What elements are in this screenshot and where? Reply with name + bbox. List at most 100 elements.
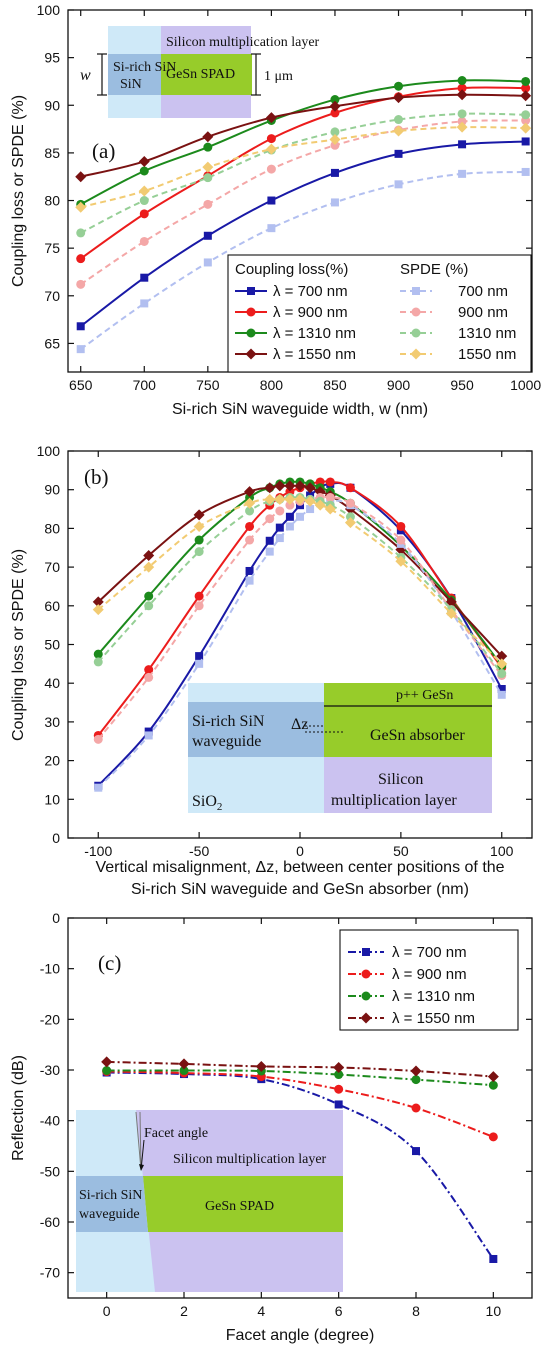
a-series-7 — [75, 121, 532, 213]
inset-b-mult-label-2: multiplication layer — [331, 792, 457, 809]
b-y-tick-label: 100 — [37, 443, 61, 459]
b-data-point — [304, 482, 316, 494]
a-data-point — [393, 92, 405, 104]
c-series-line — [106, 1071, 495, 1260]
a-data-point — [203, 173, 213, 183]
c-y-tick-label: -30 — [40, 1062, 60, 1078]
a-y-tick-label: 65 — [44, 335, 60, 351]
b-data-point — [245, 521, 255, 531]
a-y-tick-label: 95 — [44, 50, 60, 66]
a-y-tick-label: 70 — [44, 288, 60, 304]
b-x-axis-title-line2: Si-rich SiN waveguide and GeSn absorber … — [131, 881, 469, 898]
c-series-line — [106, 1060, 494, 1078]
a-legend-label: λ = 1310 nm — [273, 325, 356, 342]
a-series-0 — [76, 137, 530, 331]
b-data-point — [496, 658, 508, 670]
c-y-axis-title: Reflection (dB) — [10, 1055, 27, 1161]
c-legend-label: λ = 1550 nm — [392, 1010, 475, 1027]
a-data-point — [202, 131, 214, 143]
c-legend-swatch-marker — [361, 969, 371, 979]
a-data-point — [330, 95, 340, 105]
c-data-point — [334, 1084, 344, 1094]
inset-b-sio2-sub: 2 — [217, 801, 223, 813]
a-data-point — [138, 155, 150, 167]
inset-c-mult-label: Silicon multiplication layer — [173, 1152, 327, 1167]
c-x-axis-title: Facet angle (degree) — [226, 1327, 375, 1344]
b-data-point — [285, 522, 294, 531]
inset-a-waveguide — [108, 54, 161, 95]
c-data-point — [487, 1071, 499, 1083]
panel-c-label: (c) — [98, 951, 121, 975]
a-data-point — [203, 199, 213, 209]
a-data-point — [76, 279, 86, 289]
b-x-tick-label: -100 — [84, 843, 112, 859]
b-data-point — [265, 536, 274, 545]
a-axes: 650 700 750 800 850 900 950 1000 65 70 75 80 85 90 95 1… — [37, 2, 542, 393]
a-legend-label: 900 nm — [458, 304, 508, 321]
c-legend-label: λ = 1310 nm — [392, 988, 475, 1005]
a-data-point — [75, 201, 87, 213]
b-series-layer — [92, 477, 508, 792]
b-data-point — [275, 534, 284, 543]
c-y-tick-label: -70 — [40, 1265, 60, 1281]
b-y-tick-label: 10 — [44, 791, 60, 807]
c-data-point — [101, 1056, 113, 1068]
b-data-point — [143, 549, 155, 561]
c-data-point — [255, 1060, 267, 1072]
a-data-point — [456, 89, 468, 101]
a-data-point — [394, 149, 403, 158]
b-series-3 — [92, 480, 508, 662]
a-data-point — [76, 322, 85, 331]
c-x-tick-label: 0 — [103, 1303, 111, 1319]
inset-a-label-w: w — [80, 67, 91, 84]
a-x-tick-label: 800 — [260, 377, 284, 393]
inset-c-gesn-spad — [143, 1176, 343, 1232]
inset-b-pgesn-label: p++ GeSn — [396, 688, 453, 703]
a-x-tick-label: 900 — [387, 377, 411, 393]
b-data-point — [285, 512, 294, 521]
a-legend-swatch-marker — [412, 287, 420, 295]
a-y-axis-title: Coupling loss or SPDE (%) — [10, 95, 27, 287]
a-data-point — [266, 164, 276, 174]
b-series-7 — [92, 493, 508, 670]
inset-a-label-left-2: SiN — [120, 77, 142, 92]
a-legend-swatch-marker — [246, 328, 256, 338]
b-data-point — [395, 555, 407, 567]
b-data-point — [325, 492, 335, 502]
b-data-point — [284, 493, 296, 505]
b-data-point — [93, 649, 103, 659]
a-data-point — [330, 168, 339, 177]
b-data-point — [306, 505, 315, 514]
b-x-tick-label: -50 — [189, 843, 209, 859]
a-x-tick-label: 700 — [133, 377, 157, 393]
b-data-point — [496, 650, 508, 662]
b-data-point — [284, 480, 296, 492]
b-y-axis-title: Coupling loss or SPDE (%) — [10, 549, 27, 741]
a-series-line — [80, 170, 526, 350]
b-data-point — [194, 601, 204, 611]
b-data-point — [244, 497, 256, 509]
b-data-point — [144, 731, 153, 740]
panel-b-label: (b) — [84, 465, 109, 489]
c-x-tick-label: 2 — [180, 1303, 188, 1319]
c-y-tick-label: -50 — [40, 1163, 60, 1179]
inset-c-waveguide — [76, 1176, 148, 1232]
b-data-point — [274, 480, 286, 492]
b-data-point — [93, 657, 103, 667]
a-x-tick-label: 950 — [450, 377, 474, 393]
b-data-point — [245, 535, 255, 545]
b-data-point — [325, 477, 335, 487]
b-x-axis-title-line1: Vertical misalignment, Δz, between cente… — [95, 859, 504, 876]
c-y-tick-label: -20 — [40, 1011, 60, 1027]
b-data-point — [445, 608, 457, 620]
b-data-point — [345, 498, 355, 508]
b-data-point — [195, 659, 204, 668]
b-data-point — [194, 535, 204, 545]
b-axes: -100 -50 0 50 100 0 10 20 30 40 50 60 70 80 90 100 — [37, 443, 533, 859]
a-data-point — [520, 90, 532, 102]
b-data-point — [144, 601, 154, 611]
a-data-point — [138, 185, 150, 197]
b-data-point — [144, 665, 154, 675]
a-data-point — [139, 236, 149, 246]
c-legend-label: λ = 900 nm — [392, 966, 467, 983]
